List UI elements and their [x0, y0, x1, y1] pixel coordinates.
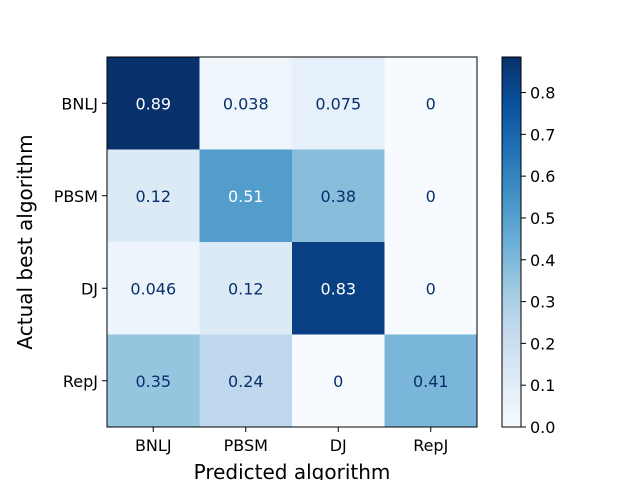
cell-value-label: 0.24: [228, 372, 264, 391]
cell-value-label: 0.12: [228, 279, 264, 298]
cell-value-label: 0: [426, 94, 436, 113]
colorbar-tick-label: 0.1: [530, 376, 555, 395]
heatmap-cell: [199, 57, 293, 150]
heatmap-cells: 0.89 0.038 0.075 0 0.12 0.51 0.38 0 0.046 0.12 0.8…: [107, 57, 478, 428]
heatmap-cell: [384, 242, 478, 335]
x-tick-label: RepJ: [413, 436, 448, 455]
colorbar-tick-label: 0.4: [530, 251, 555, 270]
colorbar-tick-label: 0.7: [530, 125, 555, 144]
colorbar-tick-label: 0.3: [530, 293, 555, 312]
heatmap-cell: [199, 334, 293, 428]
cell-value-label: 0.075: [315, 94, 361, 113]
heatmap-cell: [292, 242, 385, 335]
y-tick-label: PBSM: [54, 187, 98, 206]
cell-value-label: 0: [426, 279, 436, 298]
heatmap-cell: [292, 334, 385, 428]
y-tick-label: RepJ: [63, 372, 98, 391]
heatmap-cell: [107, 242, 200, 335]
x-axis-title: Predicted algorithm: [194, 460, 391, 480]
colorbar-tick-label: 0.8: [530, 84, 555, 103]
colorbar-tick-label: 0.6: [530, 167, 555, 186]
heatmap-cell: [292, 149, 385, 243]
x-tick-label: PBSM: [224, 436, 268, 455]
colorbar: [501, 56, 522, 428]
heatmap-cell: [107, 149, 200, 243]
y-tick-label: DJ: [81, 279, 98, 298]
y-tick-label: BNLJ: [61, 94, 98, 113]
plot-frame: [106, 56, 478, 428]
colorbar-tick-label: 0.5: [530, 209, 555, 228]
heatmap-cell: [107, 57, 200, 150]
heatmap-cell: [384, 57, 478, 150]
y-axis-ticks: BNLJ PBSM DJ RepJ: [54, 94, 107, 391]
colorbar-ticks: 0.0 0.1 0.2 0.3 0.4 0.5 0.6 0.7 0.8: [521, 84, 555, 437]
cell-value-label: 0: [333, 372, 343, 391]
cell-value-label: 0.41: [413, 372, 449, 391]
cell-value-label: 0.35: [135, 372, 171, 391]
cell-value-label: 0.38: [320, 187, 356, 206]
y-axis-title: Actual best algorithm: [13, 134, 37, 349]
cell-value-label: 0.046: [130, 279, 176, 298]
heatmap-cell: [107, 334, 200, 428]
cell-value-label: 0.038: [223, 94, 269, 113]
colorbar-tick-label: 0.2: [530, 334, 555, 353]
x-tick-label: DJ: [330, 436, 347, 455]
heatmap-cell: [384, 149, 478, 243]
heatmap-cell: [199, 242, 293, 335]
heatmap-cell: [199, 149, 293, 243]
x-tick-label: BNLJ: [135, 436, 172, 455]
x-axis-ticks: BNLJ PBSM DJ RepJ: [135, 427, 448, 455]
cell-value-label: 0.89: [135, 94, 171, 113]
heatmap-cell: [292, 57, 385, 150]
cell-value-label: 0.12: [135, 187, 171, 206]
heatmap-cell: [384, 334, 478, 428]
cell-value-label: 0.51: [228, 187, 264, 206]
colorbar-tick-label: 0.0: [530, 418, 555, 437]
cell-value-label: 0.83: [320, 279, 356, 298]
cell-value-label: 0: [426, 187, 436, 206]
